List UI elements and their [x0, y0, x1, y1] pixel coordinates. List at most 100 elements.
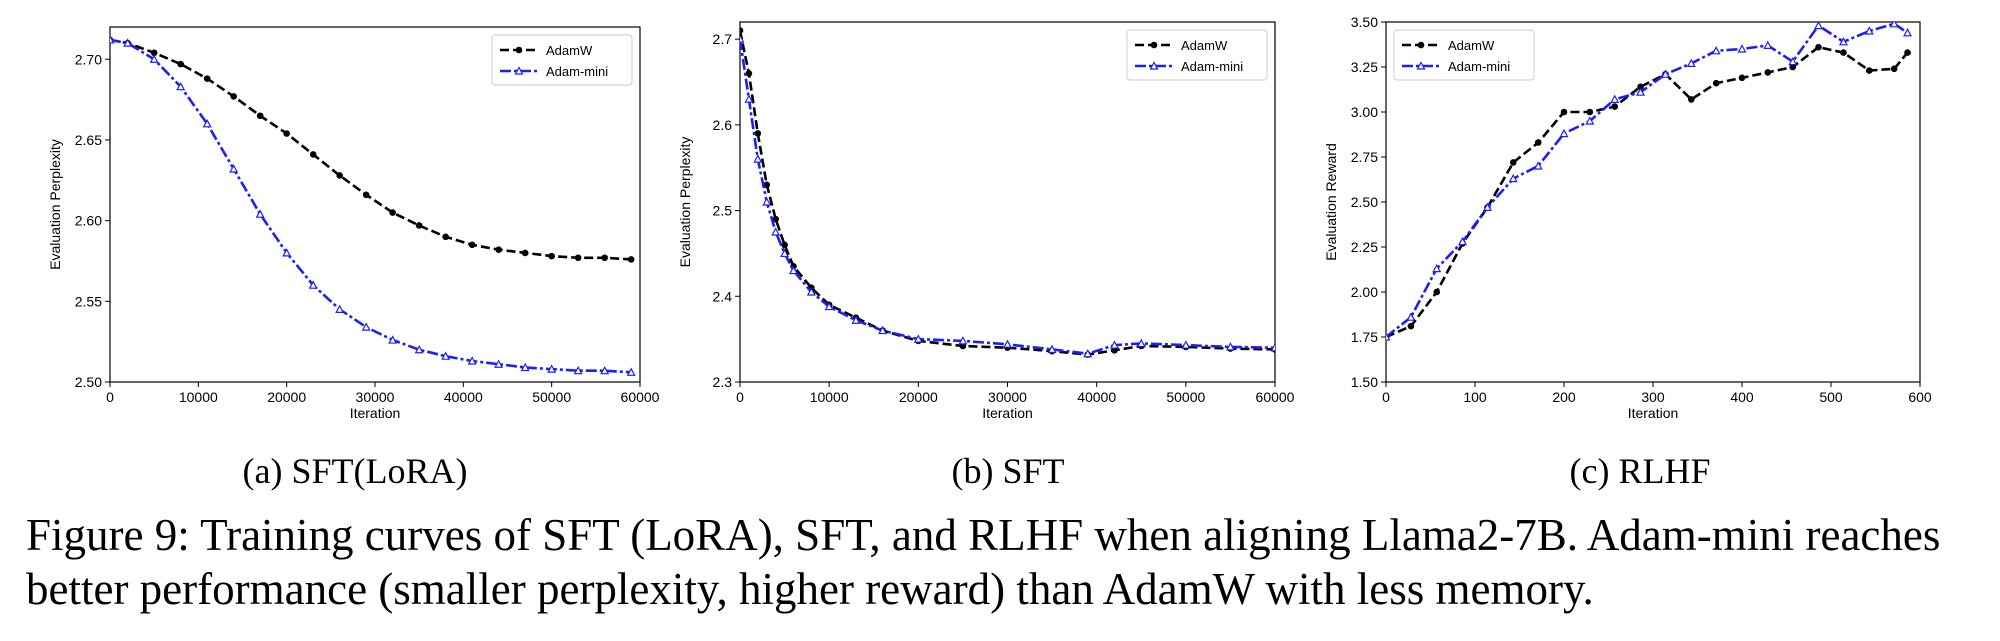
data-point	[230, 93, 237, 100]
data-point	[1864, 26, 1874, 35]
x-axis-label: Iteration	[982, 405, 1033, 421]
data-point	[548, 252, 555, 260]
subcaption-2: (b) SFT	[951, 451, 1064, 491]
y-tick-label: 3.25	[1351, 59, 1378, 75]
x-tick-label: 60000	[621, 389, 660, 405]
data-point	[335, 304, 345, 313]
data-point	[1533, 161, 1543, 170]
y-tick-label: 2.5	[713, 203, 733, 219]
legend-box	[491, 34, 633, 86]
data-point	[1712, 79, 1720, 87]
x-tick-label: 20000	[899, 389, 938, 405]
y-tick-label: 2.00	[1351, 284, 1378, 300]
data-point	[110, 35, 115, 44]
data-point	[1637, 83, 1644, 91]
data-point	[468, 241, 476, 249]
y-tick-label: 2.60	[75, 213, 102, 229]
data-point	[1109, 340, 1120, 349]
data-point	[1840, 49, 1847, 56]
x-tick-label: 0	[1382, 389, 1390, 405]
x-tick-label: 20000	[267, 389, 306, 405]
x-tick-label: 60000	[1256, 389, 1295, 405]
legend-marker	[1150, 41, 1158, 49]
data-point	[781, 241, 788, 249]
data-point	[176, 81, 186, 91]
y-tick-label: 2.4	[713, 288, 733, 304]
y-tick-label: 1.50	[1351, 374, 1378, 390]
series-line	[1386, 22, 1909, 339]
legend-box	[1126, 29, 1268, 81]
series-adam-mini	[110, 35, 636, 376]
legend-box	[1393, 29, 1535, 81]
data-point	[1890, 65, 1898, 73]
data-point	[1225, 342, 1235, 351]
data-point	[1815, 43, 1822, 51]
data-point	[1903, 28, 1913, 37]
x-tick-label: 300	[1641, 389, 1665, 405]
data-point	[626, 367, 636, 376]
series-line	[1386, 45, 1909, 339]
data-point	[1611, 103, 1619, 110]
y-tick-label: 2.55	[75, 293, 102, 309]
legend-label: AdamW	[1181, 38, 1228, 53]
y-tick-label: 2.65	[75, 132, 102, 148]
legend-label: Adam-mini	[1448, 59, 1510, 74]
subcaption-3: (c) RLHF	[1570, 451, 1711, 491]
data-point	[1386, 332, 1391, 341]
data-point	[740, 27, 744, 34]
data-point	[255, 209, 265, 218]
data-point	[1865, 67, 1873, 74]
legend-marker	[1149, 61, 1159, 70]
data-point	[389, 209, 396, 216]
data-point	[1534, 139, 1542, 146]
legend-label: Adam-mini	[546, 64, 608, 79]
data-point	[283, 130, 290, 137]
y-tick-label: 2.50	[75, 374, 102, 390]
data-point	[1814, 22, 1824, 30]
data-point	[1585, 116, 1595, 125]
subcaption-1: (a) SFT(LoRA)	[243, 451, 468, 491]
data-point	[1482, 202, 1492, 211]
legend: AdamW Adam-mini	[1126, 29, 1268, 81]
data-point	[1560, 108, 1568, 116]
data-point	[763, 181, 771, 189]
x-tick-label: 30000	[988, 389, 1027, 405]
legend-marker	[515, 46, 523, 54]
x-tick-label: 50000	[1166, 389, 1205, 405]
x-tick-label: 200	[1552, 389, 1576, 405]
data-point	[1904, 49, 1911, 56]
x-axis-label: Iteration	[350, 405, 401, 421]
data-point	[442, 233, 449, 241]
data-point	[878, 325, 888, 335]
data-point	[1838, 37, 1848, 46]
data-point	[1509, 159, 1517, 166]
data-point	[150, 49, 158, 57]
data-point	[1636, 87, 1646, 96]
x-tick-label: 40000	[1077, 389, 1116, 405]
legend-label: Adam-mini	[1181, 59, 1243, 74]
x-tick-label: 40000	[444, 389, 483, 405]
data-point	[467, 356, 477, 365]
x-tick-label: 10000	[179, 389, 218, 405]
data-point	[1432, 263, 1442, 273]
data-point	[788, 265, 799, 275]
data-point	[336, 172, 343, 179]
data-point	[388, 335, 398, 344]
series-adam-mini	[740, 34, 1275, 358]
data-point	[1788, 56, 1798, 66]
x-tick-label: 100	[1463, 389, 1487, 405]
y-tick-label: 3.50	[1351, 14, 1378, 30]
y-axis-label: Evaluation Perplexity	[47, 139, 63, 270]
data-point	[414, 344, 424, 354]
data-point	[1083, 348, 1093, 358]
data-point	[521, 249, 529, 257]
data-point	[772, 215, 779, 223]
legend-marker	[514, 66, 524, 75]
data-point	[203, 75, 211, 82]
y-axis-label: Evaluation Reward	[1323, 143, 1339, 261]
chart-3: 0 100 200 300 400 500 600 1.50 1.75 2.00 2.25 2.50 2…	[1323, 14, 1932, 421]
data-point	[1763, 40, 1773, 49]
data-point	[771, 227, 781, 236]
data-point	[1686, 58, 1696, 67]
